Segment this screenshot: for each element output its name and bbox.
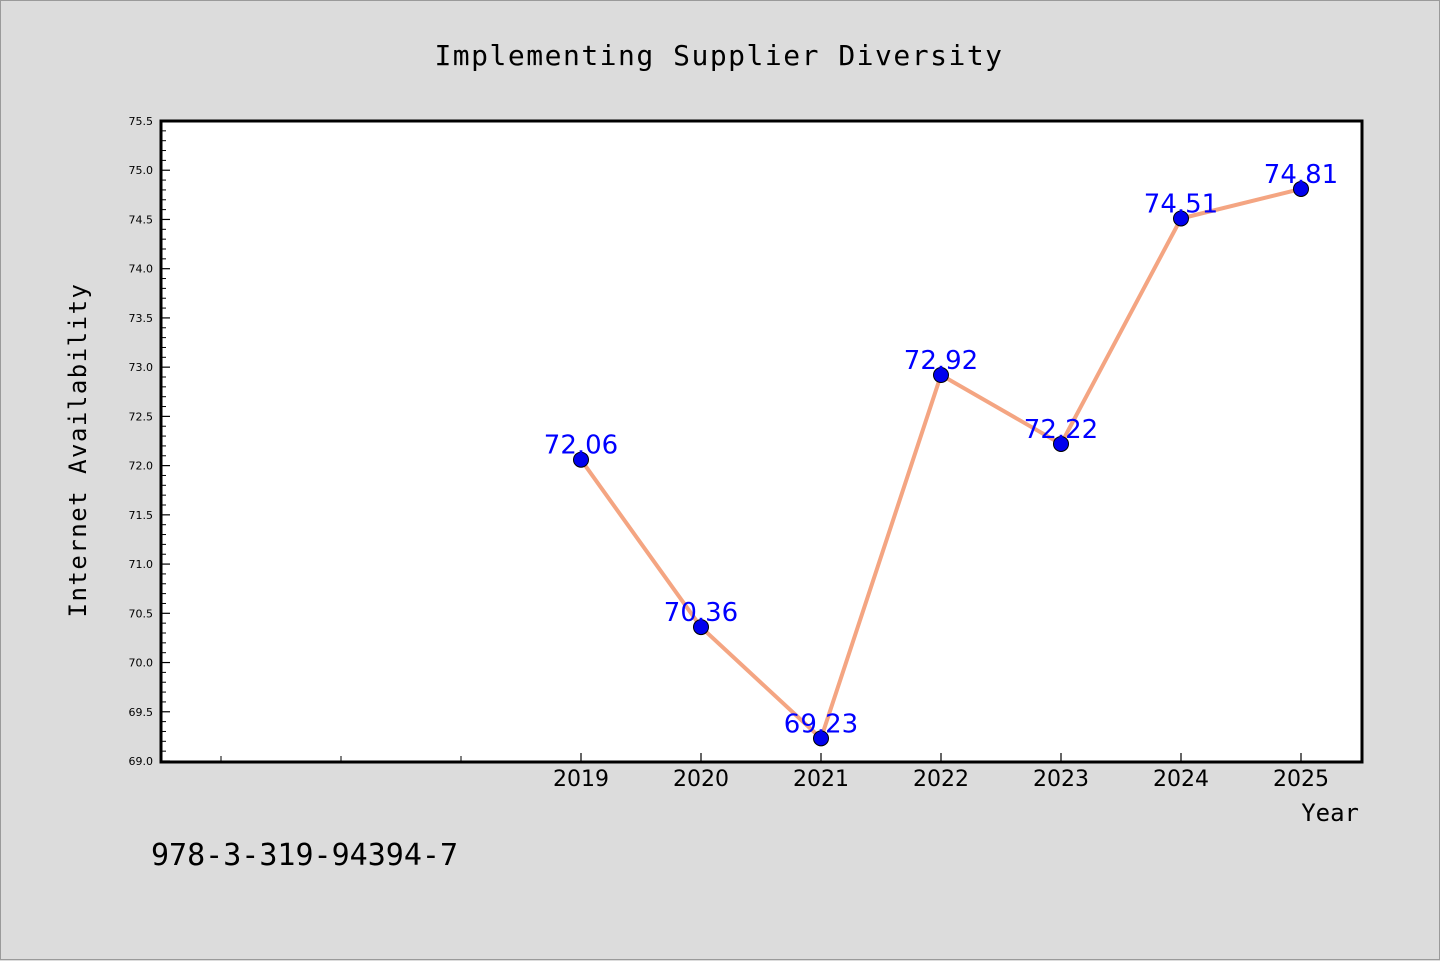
y-tick-label: 69.0: [129, 755, 154, 768]
data-label: 72.22: [1024, 415, 1098, 445]
x-tick-label: 2023: [1033, 767, 1089, 792]
x-axis: 2019 2020 2021 2022 2023 2024 2025: [220, 753, 1329, 792]
y-axis-label: Internet Availability: [64, 283, 92, 618]
y-tick-label: 75.0: [129, 164, 154, 177]
data-series: 72.06 70.36 69.23 72.92 72.22 74.51 74.81: [544, 160, 1338, 747]
data-point: [693, 619, 709, 636]
y-tick-label: 75.5: [129, 115, 154, 128]
data-point: [933, 367, 949, 384]
data-point: [573, 451, 589, 468]
y-tick-label: 73.0: [129, 361, 154, 374]
y-tick-label: 71.5: [129, 509, 154, 522]
y-tick-label: 71.0: [129, 558, 154, 571]
x-tick-label: 2025: [1273, 767, 1329, 792]
data-label: 69.23: [784, 709, 858, 739]
data-point: [1293, 180, 1309, 197]
x-tick-label: 2021: [793, 767, 849, 792]
x-axis-label: Year: [1301, 799, 1359, 827]
annotation-text: 978-3-319-94394-7: [151, 838, 458, 873]
y-tick-label: 72.5: [129, 410, 154, 423]
y-tick-label: 70.5: [129, 607, 154, 620]
data-point: [1173, 210, 1189, 227]
chart-title: Implementing Supplier Diversity: [434, 39, 1003, 72]
x-tick-label: 2020: [673, 767, 729, 792]
x-tick-label: 2024: [1153, 767, 1209, 792]
y-tick-label: 69.5: [129, 706, 154, 719]
data-point: [813, 730, 829, 747]
y-tick-label: 72.0: [129, 460, 154, 473]
y-tick-label: 74.5: [129, 213, 154, 226]
data-label: 72.92: [904, 346, 978, 376]
plot-area: [159, 119, 1364, 764]
y-tick-label: 70.0: [129, 657, 154, 670]
data-label: 72.06: [544, 431, 618, 461]
data-label: 74.51: [1144, 189, 1218, 219]
data-point: [1053, 435, 1069, 452]
x-tick-label: 2019: [553, 767, 609, 792]
y-tick-label: 73.5: [129, 312, 154, 325]
data-label: 70.36: [664, 598, 738, 628]
x-tick-label: 2022: [913, 767, 969, 792]
y-tick-label: 74.0: [129, 263, 154, 276]
y-axis: 69.0 69.5 70.0 70.5 71.0 71.5 72.0 72.5 73.0 73.5…: [129, 115, 170, 768]
data-label: 74.81: [1264, 160, 1338, 190]
